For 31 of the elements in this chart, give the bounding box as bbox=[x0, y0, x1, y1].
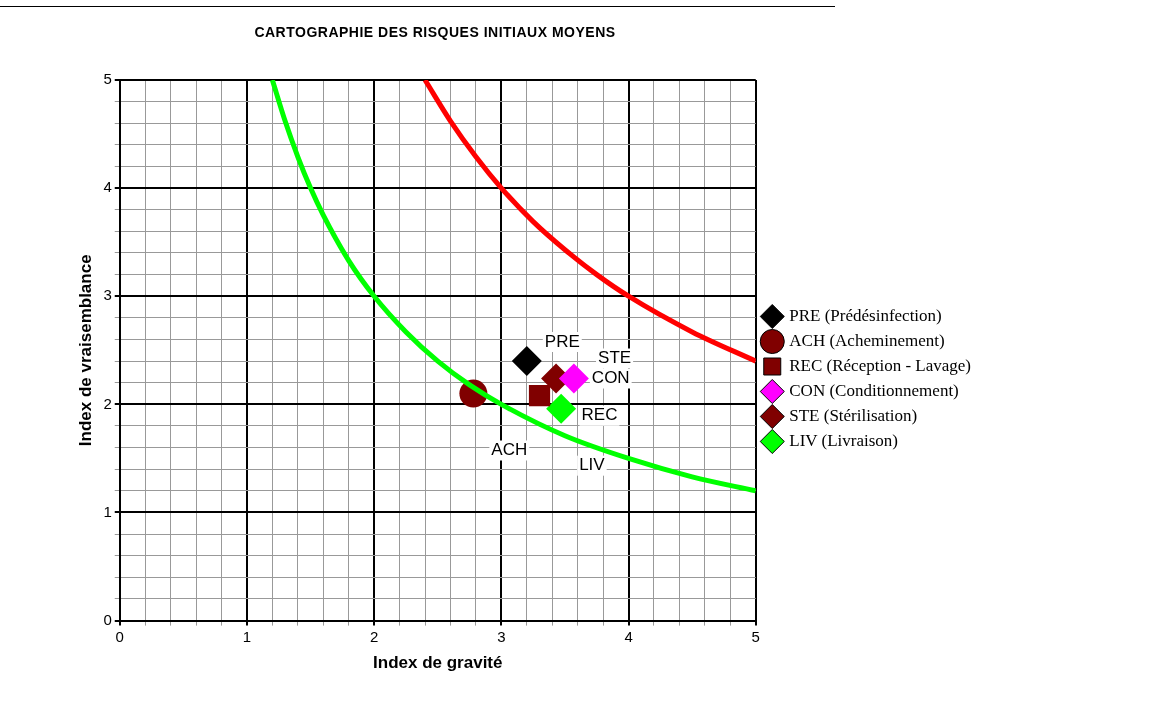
x-tick-label: 1 bbox=[242, 627, 252, 645]
legend-label: CON (Conditionnement) bbox=[789, 380, 959, 400]
legend-label: ACH (Acheminement) bbox=[789, 330, 945, 350]
point bbox=[528, 385, 551, 407]
legend-label: REC (Réception - Lavage) bbox=[789, 355, 972, 375]
annotation: CON bbox=[591, 368, 630, 388]
annotation: PRE bbox=[544, 331, 580, 351]
x-tick-label: 0 bbox=[115, 627, 124, 645]
y-tick-label: 5 bbox=[103, 70, 112, 88]
y-tick-label: 1 bbox=[103, 502, 112, 520]
point bbox=[546, 393, 577, 424]
x-tick-label: 3 bbox=[497, 627, 506, 645]
annotation: REC bbox=[581, 405, 618, 425]
legend-label: LIV (Livraison) bbox=[789, 430, 899, 450]
x-tick-label: 2 bbox=[369, 627, 379, 645]
y-tick-label: 2 bbox=[103, 394, 112, 412]
point bbox=[558, 363, 589, 394]
y-axis-title: Index de vraisemblance bbox=[75, 254, 95, 447]
chart-title: CARTOGRAPHIE DES RISQUES INITIAUX MOYENS bbox=[253, 24, 617, 40]
legend-label: STE (Stérilisation) bbox=[789, 405, 918, 425]
legend-label: PRE (Prédésinfection) bbox=[789, 305, 942, 325]
y-tick-label: 0 bbox=[103, 610, 112, 628]
annotation: STE bbox=[598, 348, 632, 368]
x-axis-title: Index de gravité bbox=[373, 653, 503, 673]
x-tick-label: 4 bbox=[624, 627, 633, 645]
annotation: LIV bbox=[579, 455, 606, 475]
y-tick-label: 3 bbox=[103, 286, 112, 304]
y-tick-label: 4 bbox=[103, 178, 112, 196]
annotation: ACH bbox=[491, 440, 528, 460]
x-tick-label: 5 bbox=[751, 627, 760, 645]
point bbox=[511, 346, 542, 377]
